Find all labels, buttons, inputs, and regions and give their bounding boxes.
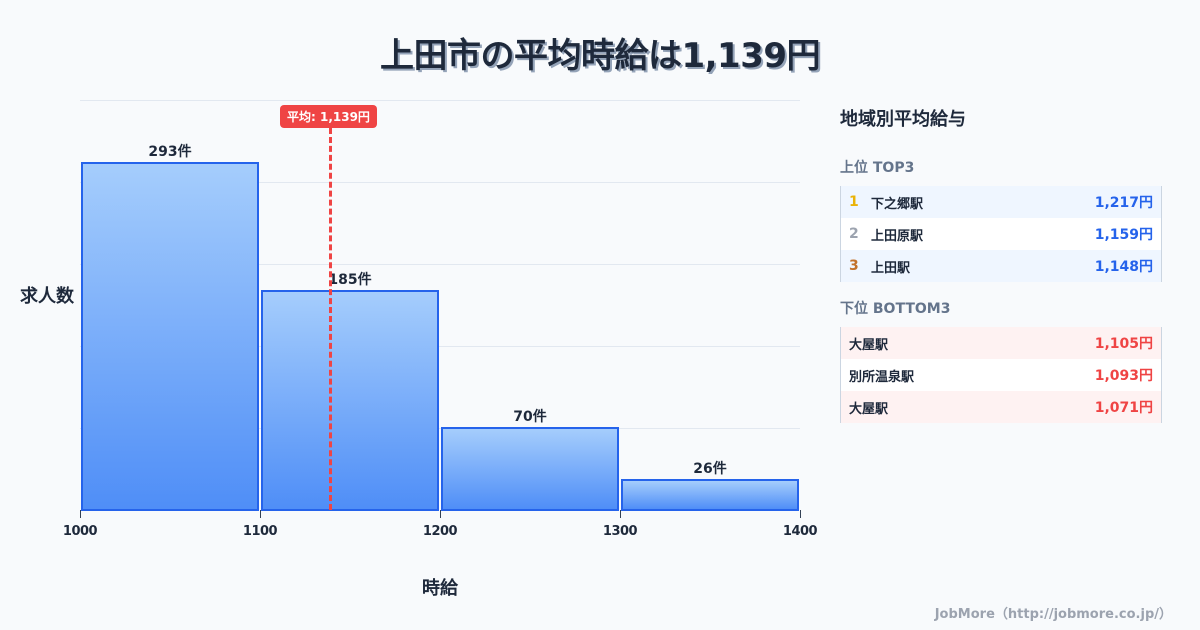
top3-list: 1 下之郷駅 1,217円 2 上田原駅 1,159円 3 上田駅 1,148円 bbox=[840, 186, 1162, 282]
station-name: 大屋駅 bbox=[849, 337, 889, 353]
gridline bbox=[80, 428, 800, 429]
bar-value-label: 293件 bbox=[148, 143, 192, 160]
station-name: 下之郷駅 bbox=[871, 196, 924, 212]
rank-number: 3 bbox=[849, 258, 859, 274]
regional-salary-panel: 地域別平均給与 上位 TOP3 1 下之郷駅 1,217円 2 上田原駅 1,1… bbox=[840, 100, 1162, 423]
average-badge: 平均: 1,139円 bbox=[280, 105, 377, 128]
list-item: 3 上田駅 1,148円 bbox=[841, 250, 1161, 282]
salary-value: 1,148円 bbox=[1094, 259, 1153, 275]
x-tick-mark bbox=[440, 510, 441, 518]
bar-value-label: 70件 bbox=[513, 408, 547, 425]
station-name: 大屋駅 bbox=[849, 401, 889, 417]
x-tick-mark bbox=[80, 510, 81, 518]
salary-value: 1,071円 bbox=[1094, 400, 1153, 416]
footer-credit: JobMore（http://jobmore.co.jp/） bbox=[934, 607, 1172, 622]
x-tick-label: 1200 bbox=[422, 524, 458, 539]
x-tick-label: 1000 bbox=[62, 524, 98, 539]
histogram-bar bbox=[81, 161, 259, 511]
list-item: 1 下之郷駅 1,217円 bbox=[841, 186, 1161, 218]
x-tick-mark bbox=[800, 510, 801, 518]
rank-number: 2 bbox=[849, 226, 859, 242]
x-axis-label: 時給 bbox=[422, 578, 458, 599]
x-tick-mark bbox=[620, 510, 621, 518]
list-item: 別所温泉駅 1,093円 bbox=[841, 359, 1161, 391]
average-line bbox=[329, 128, 333, 510]
bar-value-label: 185件 bbox=[328, 272, 372, 289]
list-item: 大屋駅 1,105円 bbox=[841, 327, 1161, 359]
gridline bbox=[80, 182, 800, 183]
salary-value: 1,159円 bbox=[1094, 227, 1153, 243]
top3-heading: 上位 TOP3 bbox=[840, 160, 915, 176]
bottom3-list: 大屋駅 1,105円 別所温泉駅 1,093円 大屋駅 1,071円 bbox=[840, 327, 1162, 423]
histogram-chart: 求人数 293件 185件 70件 26件 平均: 1,139円 1000 1100 12… bbox=[20, 100, 818, 599]
rank-number: 1 bbox=[849, 194, 859, 210]
gridline bbox=[80, 100, 800, 101]
histogram-bar bbox=[621, 479, 799, 511]
station-name: 上田原駅 bbox=[871, 228, 924, 244]
x-tick-label: 1400 bbox=[782, 524, 818, 539]
gridline bbox=[80, 264, 800, 265]
bar-value-label: 26件 bbox=[693, 461, 727, 478]
x-tick-mark bbox=[260, 510, 261, 518]
gridline bbox=[80, 346, 800, 347]
list-item: 2 上田原駅 1,159円 bbox=[841, 218, 1161, 250]
page-title: 上田市の平均時給は1,139円 bbox=[379, 36, 821, 76]
salary-value: 1,093円 bbox=[1094, 368, 1153, 384]
station-name: 上田駅 bbox=[871, 260, 911, 276]
list-item: 大屋駅 1,071円 bbox=[841, 391, 1161, 423]
histogram-bar bbox=[261, 290, 439, 511]
salary-value: 1,105円 bbox=[1094, 336, 1153, 352]
x-tick-label: 1100 bbox=[242, 524, 278, 539]
station-name: 別所温泉駅 bbox=[849, 369, 915, 385]
salary-value: 1,217円 bbox=[1094, 195, 1153, 211]
bottom3-heading: 下位 BOTTOM3 bbox=[840, 301, 951, 317]
histogram-bar bbox=[441, 426, 619, 511]
x-tick-label: 1300 bbox=[602, 524, 638, 539]
y-axis-label: 求人数 bbox=[20, 286, 74, 307]
panel-title: 地域別平均給与 bbox=[840, 109, 966, 130]
